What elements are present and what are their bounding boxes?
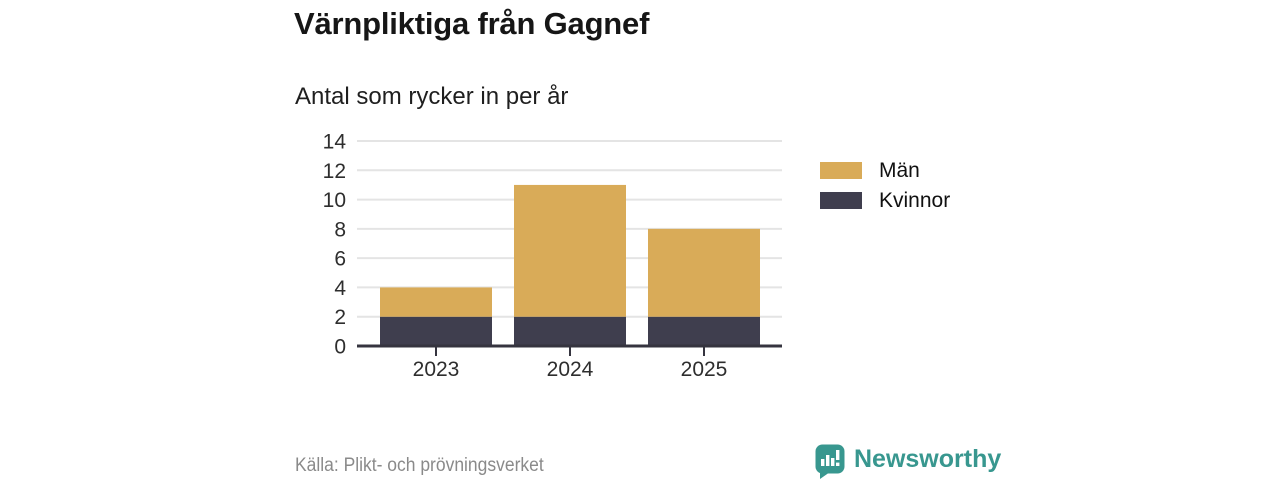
brand-logo: Newsworthy — [815, 444, 1001, 479]
bar-segment — [514, 184, 626, 317]
brand-name: Newsworthy — [854, 445, 1002, 473]
x-tick-label: 2025 — [681, 358, 728, 381]
bar-segment — [648, 228, 760, 317]
legend-label: Kvinnor — [879, 188, 951, 212]
stacked-bar-chart: 0 2 4 6 8 10 12 14 2023 2024 2025 — [323, 131, 782, 381]
y-tick-label: 2 — [334, 306, 346, 329]
x-tick-label: 2023 — [413, 358, 460, 381]
chart-title: Värnpliktiga från Gagnef — [294, 6, 650, 41]
legend-swatch — [820, 192, 862, 209]
y-tick-label: 12 — [323, 160, 346, 183]
y-tick-label: 10 — [323, 189, 346, 212]
bar-segment — [648, 316, 760, 346]
legend-label: Män — [879, 158, 920, 182]
source-note: Källa: Plikt- och prövningsverket — [295, 455, 544, 476]
bar-segment — [380, 287, 492, 317]
y-tick-label: 14 — [323, 131, 347, 154]
y-tick-label: 0 — [334, 336, 346, 359]
newsworthy-icon — [815, 444, 845, 479]
legend: Män Kvinnor — [820, 159, 950, 222]
chart-subtitle: Antal som rycker in per år — [295, 83, 569, 110]
legend-row: Kvinnor — [820, 189, 950, 212]
bar-segment — [380, 316, 492, 346]
y-tick-label: 4 — [334, 277, 346, 300]
legend-row: Män — [820, 159, 950, 182]
y-tick-label: 6 — [334, 248, 346, 271]
bar-segment — [514, 316, 626, 346]
x-axis-line — [357, 344, 782, 348]
legend-swatch — [820, 162, 862, 179]
x-tick-label: 2024 — [547, 358, 594, 381]
y-tick-label: 8 — [334, 218, 346, 241]
